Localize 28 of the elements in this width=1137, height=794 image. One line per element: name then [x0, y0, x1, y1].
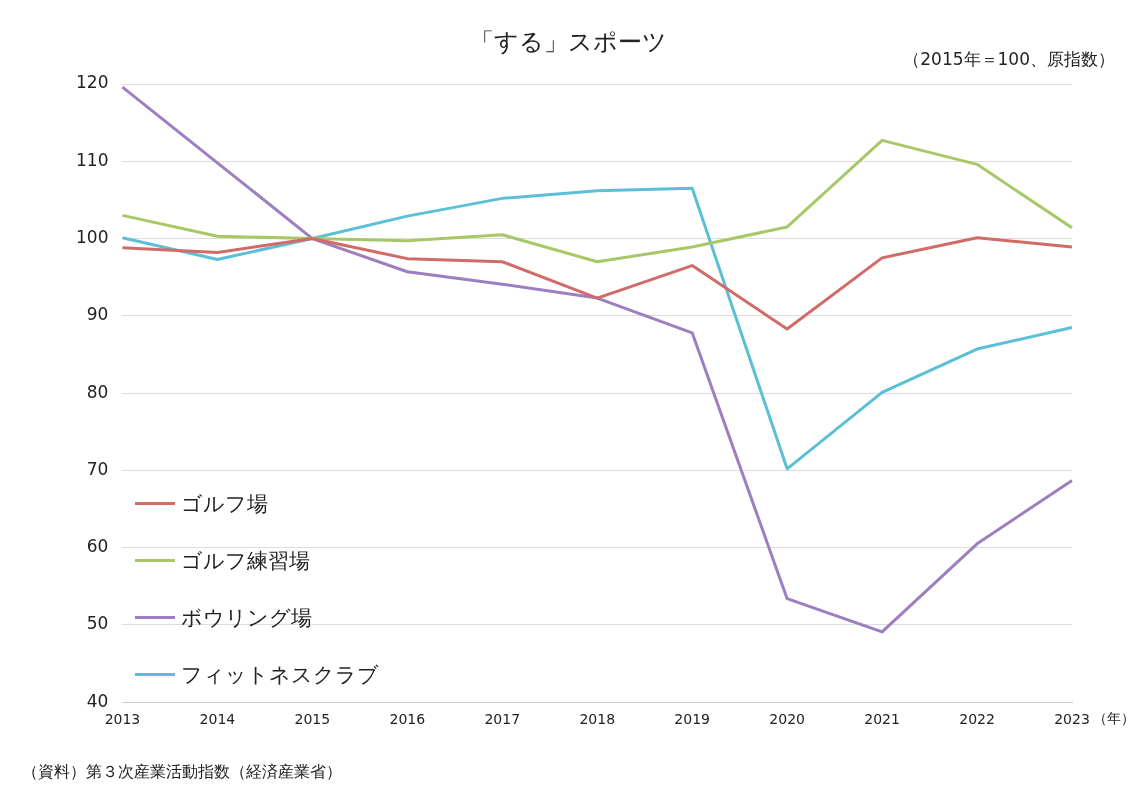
- x-tick-label: 2016: [389, 711, 426, 728]
- y-tick-label: 80: [86, 381, 109, 402]
- x-tick-label: 2019: [674, 711, 710, 728]
- legend-label: ゴルフ練習場: [181, 547, 310, 575]
- x-tick-label: 2017: [484, 711, 521, 728]
- y-tick-label: 90: [86, 304, 109, 325]
- x-tick-label: 2022: [959, 711, 995, 728]
- y-tick-label: 60: [86, 536, 109, 557]
- y-tick-label: 110: [75, 149, 109, 170]
- legend-label: フィットネスクラブ: [181, 661, 379, 689]
- x-tick-label: 2013: [104, 711, 141, 728]
- y-tick-label: 50: [86, 613, 109, 634]
- x-axis-title: （年）: [1093, 710, 1135, 728]
- chart-subtitle: （2015年＝100、原指数）: [903, 48, 1115, 71]
- legend-label: ボウリング場: [181, 604, 312, 632]
- x-tick-label: 2018: [579, 711, 616, 728]
- y-tick-label: 70: [86, 458, 109, 479]
- x-tick-label: 2020: [769, 711, 805, 728]
- legend-label: ゴルフ場: [181, 490, 268, 518]
- x-tick-label: 2015: [294, 711, 331, 728]
- x-tick-label: 2021: [864, 711, 900, 728]
- x-tick-label: 2014: [199, 711, 236, 728]
- y-tick-label: 40: [86, 690, 109, 711]
- text: （資料）第３次産業活動指数（経済産業省）: [22, 762, 342, 783]
- y-tick-label: 100: [75, 226, 109, 247]
- x-tick-label: 2023: [1054, 711, 1090, 728]
- y-tick-label: 120: [75, 72, 109, 93]
- chart-title: 「する」スポーツ: [470, 28, 667, 56]
